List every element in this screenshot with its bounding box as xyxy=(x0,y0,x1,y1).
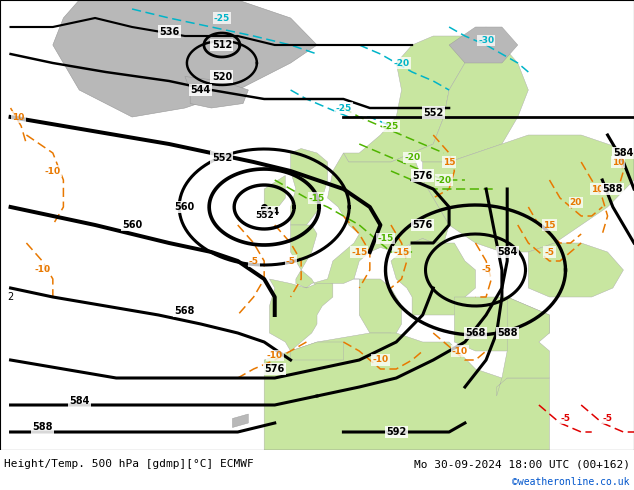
Text: 15: 15 xyxy=(543,220,556,229)
Polygon shape xyxy=(449,27,518,63)
Text: -25: -25 xyxy=(335,103,351,113)
Text: -10: -10 xyxy=(34,266,50,274)
Polygon shape xyxy=(496,297,550,396)
Text: 560: 560 xyxy=(174,202,194,212)
Text: -10: -10 xyxy=(451,346,468,356)
Polygon shape xyxy=(528,243,623,297)
Polygon shape xyxy=(344,36,476,162)
Polygon shape xyxy=(185,76,249,108)
Polygon shape xyxy=(264,175,285,212)
Text: 544: 544 xyxy=(191,85,211,95)
Text: -5: -5 xyxy=(560,414,571,423)
Text: -5: -5 xyxy=(249,256,259,266)
Text: 544: 544 xyxy=(259,207,280,217)
Polygon shape xyxy=(423,135,634,252)
Text: 2: 2 xyxy=(8,292,14,302)
Text: 560: 560 xyxy=(122,220,142,230)
Polygon shape xyxy=(53,0,317,117)
Text: ©weatheronline.co.uk: ©weatheronline.co.uk xyxy=(512,477,630,487)
Polygon shape xyxy=(455,297,550,351)
Polygon shape xyxy=(391,239,476,315)
Text: 20: 20 xyxy=(570,198,582,207)
Text: -15: -15 xyxy=(394,247,410,256)
Text: -5: -5 xyxy=(545,247,555,256)
Text: 10: 10 xyxy=(591,185,603,194)
Text: 584: 584 xyxy=(613,148,633,158)
Text: 552: 552 xyxy=(212,152,232,163)
Text: 520: 520 xyxy=(212,72,232,81)
Polygon shape xyxy=(264,333,550,450)
Text: -5: -5 xyxy=(481,266,491,274)
Polygon shape xyxy=(290,148,328,225)
Text: 568: 568 xyxy=(465,328,486,338)
Text: 592: 592 xyxy=(386,427,406,437)
Text: 536: 536 xyxy=(159,26,179,36)
Text: 584: 584 xyxy=(497,247,517,257)
Text: 552: 552 xyxy=(255,211,273,220)
Text: 588: 588 xyxy=(497,328,517,338)
Text: Mo 30-09-2024 18:00 UTC (00+162): Mo 30-09-2024 18:00 UTC (00+162) xyxy=(414,459,630,469)
Text: 15: 15 xyxy=(443,157,455,167)
Polygon shape xyxy=(269,279,333,351)
Text: 584: 584 xyxy=(69,395,89,406)
Text: -10: -10 xyxy=(372,356,389,365)
Text: -25: -25 xyxy=(214,14,230,23)
Text: 568: 568 xyxy=(175,305,195,316)
Polygon shape xyxy=(354,279,401,342)
Polygon shape xyxy=(412,27,528,162)
Text: 10: 10 xyxy=(612,157,624,167)
Text: -20: -20 xyxy=(404,153,420,162)
Text: -20: -20 xyxy=(394,58,410,68)
Text: 552: 552 xyxy=(423,107,443,118)
Text: 588: 588 xyxy=(32,422,53,433)
Text: -25: -25 xyxy=(383,122,399,130)
Text: 576: 576 xyxy=(413,171,433,180)
Text: -20: -20 xyxy=(436,175,452,185)
Text: 576: 576 xyxy=(413,220,433,230)
Text: -5: -5 xyxy=(285,256,295,266)
Polygon shape xyxy=(290,153,449,288)
Text: -15: -15 xyxy=(351,247,367,256)
Polygon shape xyxy=(290,342,344,360)
Text: -5: -5 xyxy=(602,414,612,423)
Text: -10: -10 xyxy=(45,167,61,175)
Text: -10: -10 xyxy=(267,351,283,360)
Text: Height/Temp. 500 hPa [gdmp][°C] ECMWF: Height/Temp. 500 hPa [gdmp][°C] ECMWF xyxy=(4,459,254,469)
Text: 512: 512 xyxy=(212,40,232,50)
Text: -30: -30 xyxy=(478,36,494,45)
Text: -15: -15 xyxy=(309,194,325,202)
Text: -15: -15 xyxy=(378,234,394,243)
Text: 588: 588 xyxy=(602,184,623,194)
Text: 576: 576 xyxy=(264,364,285,374)
Polygon shape xyxy=(233,414,249,427)
Text: 10: 10 xyxy=(12,113,25,122)
